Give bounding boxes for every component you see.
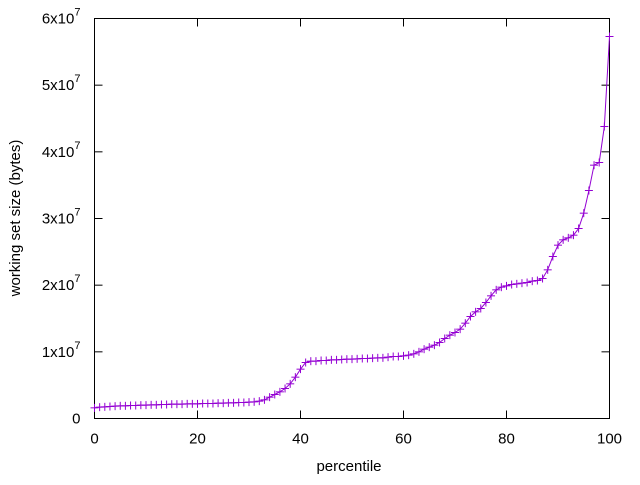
y-tick-label: 2x107 bbox=[42, 273, 81, 294]
data-point-marker bbox=[404, 351, 413, 360]
data-point-marker bbox=[286, 379, 295, 388]
y-tick-mantissa: 0 bbox=[72, 411, 80, 428]
x-tick-label: 20 bbox=[189, 431, 206, 448]
data-point-marker bbox=[378, 353, 387, 362]
y-tick-mantissa: 4x10 bbox=[42, 144, 75, 161]
x-tick-label: 100 bbox=[597, 431, 622, 448]
y-tick-label: 3x107 bbox=[42, 207, 81, 228]
data-point-marker bbox=[451, 328, 459, 337]
data-point-marker bbox=[502, 281, 511, 290]
data-point-marker bbox=[543, 265, 552, 274]
data-point-marker bbox=[507, 280, 516, 289]
data-point-marker bbox=[548, 252, 557, 261]
data-point-marker bbox=[476, 304, 485, 313]
x-tick-label: 60 bbox=[395, 431, 412, 448]
y-tick-exponent: 7 bbox=[74, 340, 80, 352]
y-tick-exponent: 7 bbox=[74, 73, 80, 85]
data-point-marker bbox=[255, 397, 264, 406]
series-line bbox=[94, 36, 610, 409]
data-point-marker bbox=[296, 365, 305, 374]
data-point-marker bbox=[456, 325, 465, 334]
data-point-marker bbox=[250, 397, 259, 406]
data-point-marker bbox=[569, 231, 578, 240]
data-point-marker bbox=[579, 209, 588, 218]
data-point-marker bbox=[384, 353, 393, 362]
data-point-marker bbox=[533, 276, 542, 285]
data-point-marker bbox=[492, 285, 501, 294]
data-point-marker bbox=[600, 122, 609, 131]
y-axis-label: working set size (bytes) bbox=[7, 140, 24, 298]
data-point-marker bbox=[517, 279, 526, 288]
x-axis: 0 20 40 60 80 100 bbox=[90, 18, 622, 448]
data-point-marker bbox=[281, 384, 290, 393]
data-point-marker bbox=[590, 161, 599, 170]
data-point-marker bbox=[291, 373, 300, 382]
y-tick-mantissa: 3x10 bbox=[42, 211, 75, 228]
data-point-marker bbox=[430, 341, 439, 350]
data-point-marker bbox=[595, 158, 604, 167]
data-point-marker bbox=[409, 349, 418, 358]
data-point-marker bbox=[466, 312, 475, 321]
y-tick-exponent: 7 bbox=[74, 7, 80, 19]
data-point-marker bbox=[440, 334, 449, 343]
y-tick-label: 4x107 bbox=[42, 140, 81, 161]
data-point-marker bbox=[461, 319, 470, 328]
data-point-marker bbox=[311, 357, 320, 366]
data-point-marker bbox=[523, 278, 532, 287]
y-tick-mantissa: 5x10 bbox=[42, 77, 75, 94]
data-point-marker bbox=[605, 32, 614, 41]
x-tick-label: 0 bbox=[90, 431, 98, 448]
data-point-marker bbox=[394, 352, 403, 361]
y-tick-exponent: 7 bbox=[74, 140, 80, 152]
data-point-marker bbox=[528, 277, 537, 286]
data-point-marker bbox=[90, 403, 99, 412]
data-point-marker bbox=[481, 298, 490, 307]
data-point-marker bbox=[512, 279, 521, 288]
data-point-marker bbox=[445, 331, 454, 340]
data-point-marker bbox=[559, 235, 568, 244]
y-tick-mantissa: 2x10 bbox=[42, 277, 75, 294]
series-layer bbox=[90, 32, 614, 412]
y-tick-label: 6x107 bbox=[42, 7, 81, 28]
data-point-marker bbox=[471, 307, 480, 316]
data-point-marker bbox=[260, 395, 269, 404]
x-tick-label: 40 bbox=[292, 431, 309, 448]
y-tick-label: 5x107 bbox=[42, 73, 81, 94]
data-point-marker bbox=[414, 347, 423, 356]
data-point-marker bbox=[564, 233, 573, 242]
data-point-marker bbox=[584, 186, 593, 195]
y-tick-label: 0 bbox=[72, 411, 80, 428]
data-point-marker bbox=[265, 393, 274, 402]
y-tick-exponent: 7 bbox=[74, 207, 80, 219]
data-point-marker bbox=[487, 291, 496, 300]
data-point-marker bbox=[497, 283, 506, 292]
data-point-marker bbox=[322, 356, 331, 365]
data-point-marker bbox=[435, 338, 444, 347]
data-point-marker bbox=[270, 390, 279, 399]
data-point-marker bbox=[574, 224, 583, 233]
y-tick-label: 1x107 bbox=[42, 340, 81, 361]
data-point-marker bbox=[275, 387, 284, 396]
data-point-marker bbox=[538, 274, 547, 283]
x-tick-label: 80 bbox=[498, 431, 515, 448]
y-tick-mantissa: 6x10 bbox=[42, 11, 75, 28]
data-point-marker bbox=[301, 358, 310, 367]
data-point-marker bbox=[425, 343, 434, 352]
y-tick-mantissa: 1x10 bbox=[42, 344, 75, 361]
data-point-marker bbox=[420, 345, 429, 354]
data-point-marker bbox=[554, 241, 562, 250]
x-axis-label: percentile bbox=[316, 458, 381, 475]
y-tick-exponent: 7 bbox=[74, 273, 80, 285]
data-point-marker bbox=[399, 351, 408, 360]
